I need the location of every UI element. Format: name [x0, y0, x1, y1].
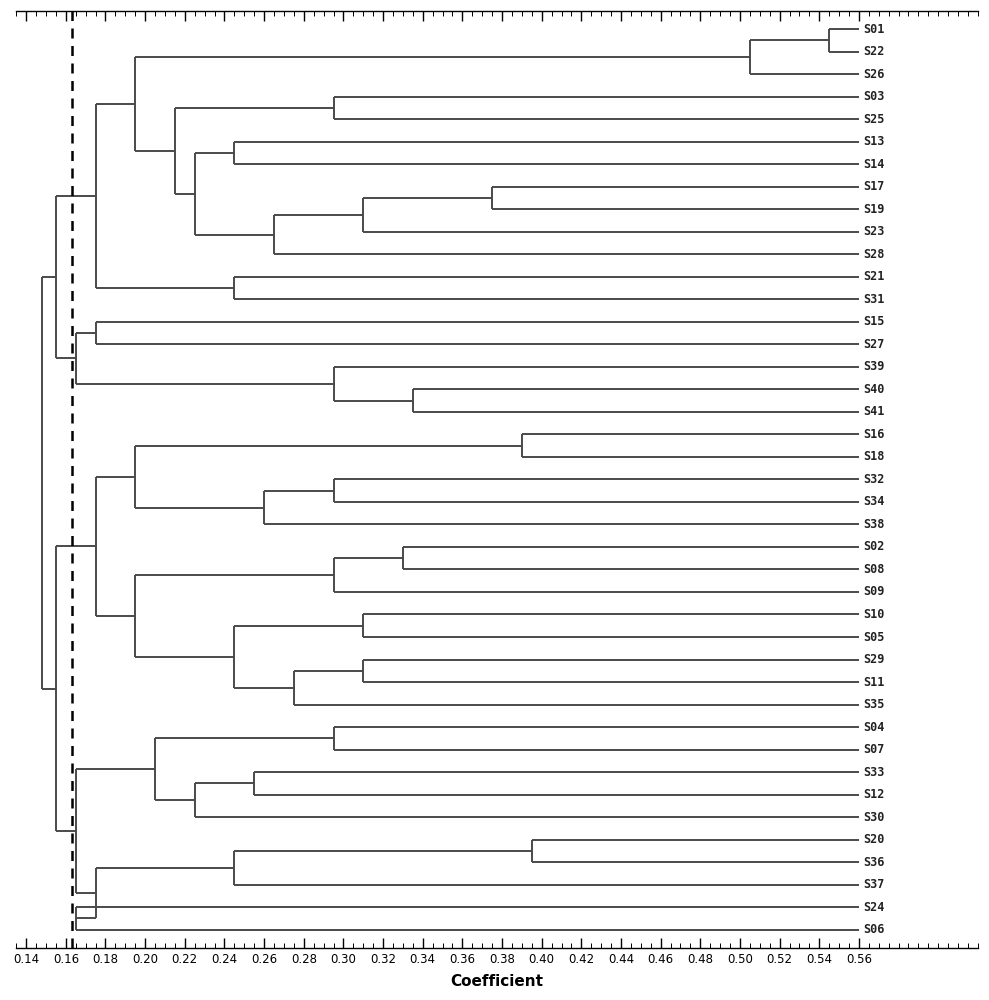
Text: S08: S08	[862, 563, 884, 576]
Text: S12: S12	[862, 788, 884, 801]
Text: S01: S01	[862, 23, 884, 36]
Text: S18: S18	[862, 450, 884, 463]
Text: S31: S31	[862, 293, 884, 306]
Text: S07: S07	[862, 743, 884, 756]
Text: S36: S36	[862, 856, 884, 869]
Text: S06: S06	[862, 923, 884, 936]
Text: S24: S24	[862, 901, 884, 914]
Text: S14: S14	[862, 158, 884, 171]
Text: S10: S10	[862, 608, 884, 621]
Text: S33: S33	[862, 766, 884, 779]
Text: S27: S27	[862, 338, 884, 351]
Text: S21: S21	[862, 270, 884, 283]
Text: S41: S41	[862, 405, 884, 418]
Text: S20: S20	[862, 833, 884, 846]
Text: S38: S38	[862, 518, 884, 531]
Text: S35: S35	[862, 698, 884, 711]
Text: S02: S02	[862, 540, 884, 553]
Text: S09: S09	[862, 585, 884, 598]
Text: S23: S23	[862, 225, 884, 238]
Text: S17: S17	[862, 180, 884, 193]
Text: S16: S16	[862, 428, 884, 441]
Text: S30: S30	[862, 811, 884, 824]
Text: S11: S11	[862, 676, 884, 689]
Text: S26: S26	[862, 68, 884, 81]
Text: S28: S28	[862, 248, 884, 261]
Text: S32: S32	[862, 473, 884, 486]
Text: S34: S34	[862, 495, 884, 508]
Text: S13: S13	[862, 135, 884, 148]
Text: S25: S25	[862, 113, 884, 126]
X-axis label: Coefficient: Coefficient	[451, 974, 544, 989]
Text: S29: S29	[862, 653, 884, 666]
Text: S03: S03	[862, 90, 884, 103]
Text: S15: S15	[862, 315, 884, 328]
Text: S19: S19	[862, 203, 884, 216]
Text: S40: S40	[862, 383, 884, 396]
Text: S04: S04	[862, 721, 884, 734]
Text: S39: S39	[862, 360, 884, 373]
Text: S37: S37	[862, 878, 884, 891]
Text: S05: S05	[862, 631, 884, 644]
Text: S22: S22	[862, 45, 884, 58]
